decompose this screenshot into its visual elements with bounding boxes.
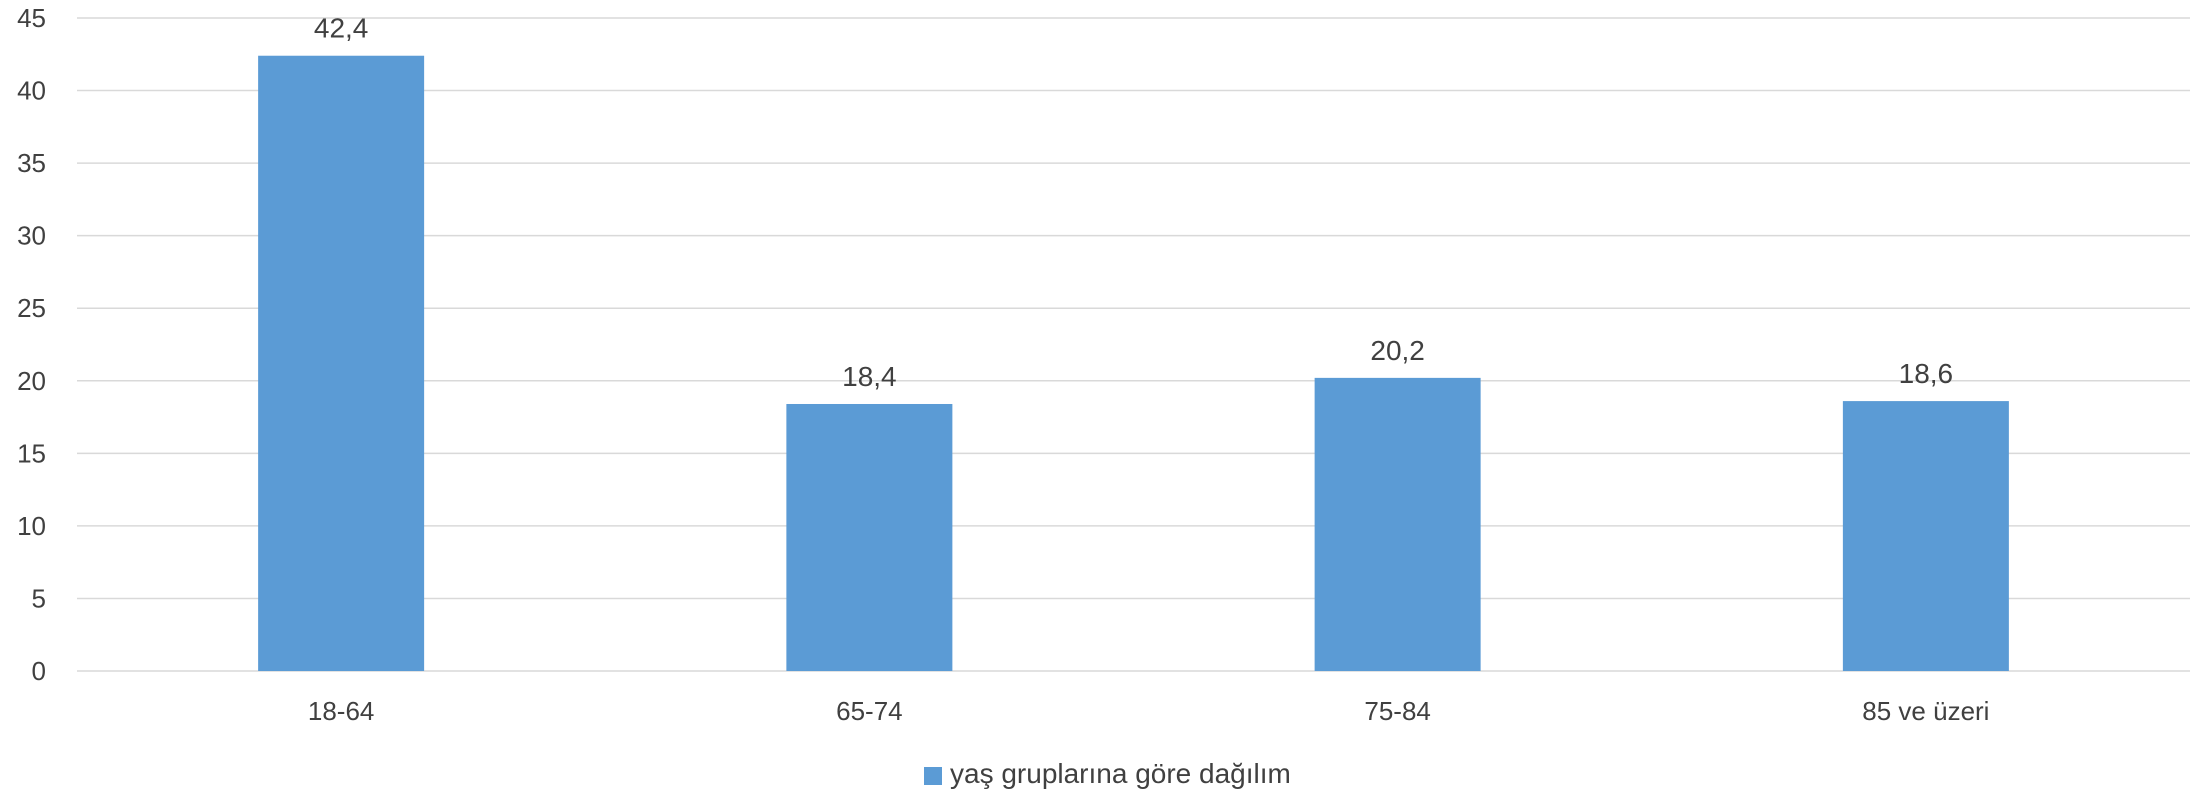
y-tick-label: 20 — [17, 366, 46, 396]
data-label: 18,6 — [1899, 358, 1954, 389]
category-label: 85 ve üzeri — [1862, 696, 1989, 726]
bar — [1842, 401, 2009, 671]
category-label: 18-64 — [308, 696, 375, 726]
legend: yaş gruplarına göre dağılım — [924, 758, 1291, 789]
y-tick-label: 40 — [17, 76, 46, 106]
gridlines — [77, 17, 2190, 672]
category-label: 75-84 — [1364, 696, 1431, 726]
bars — [258, 55, 2009, 672]
legend-label: yaş gruplarına göre dağılım — [950, 758, 1291, 789]
y-tick-label: 5 — [32, 583, 46, 613]
bar — [786, 403, 953, 671]
y-tick-label: 15 — [17, 438, 46, 468]
y-tick-label: 10 — [17, 511, 46, 541]
y-tick-label: 45 — [17, 3, 46, 33]
y-tick-label: 30 — [17, 221, 46, 251]
bar — [258, 55, 425, 672]
legend-swatch — [924, 767, 942, 785]
data-label: 18,4 — [842, 361, 897, 392]
data-label: 42,4 — [314, 13, 369, 44]
y-axis-ticks: 0 5 10 15 20 25 30 35 40 45 — [17, 3, 46, 686]
x-axis-categories: 18-64 65-74 75-84 85 ve üzeri — [308, 696, 1990, 726]
bar — [1314, 377, 1481, 671]
y-tick-label: 0 — [32, 656, 46, 686]
y-tick-label: 35 — [17, 148, 46, 178]
y-tick-label: 25 — [17, 293, 46, 323]
category-label: 65-74 — [836, 696, 903, 726]
data-labels: 42,4 18,4 20,2 18,6 — [314, 13, 1953, 392]
data-label: 20,2 — [1370, 335, 1425, 366]
